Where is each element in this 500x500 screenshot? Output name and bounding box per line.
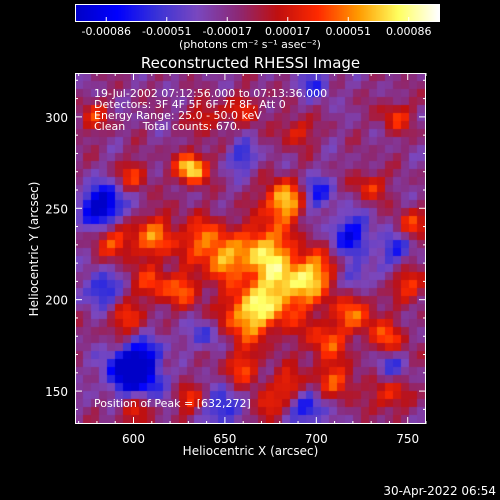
colorbar-unit-label: (photons cm⁻² s⁻¹ asec⁻²)	[179, 38, 321, 51]
colorbar-axis: -0.00086 -0.00051 -0.00017 0.00017 0.00051 0.…	[82, 17, 432, 38]
clean-counts-text: Clean Total counts: 670.	[94, 120, 241, 133]
y-tick-label: 300	[45, 111, 68, 125]
x-axis-label: Heliocentric X (arcsec)	[182, 444, 319, 458]
rhessi-image	[76, 74, 425, 423]
plot-frame	[75, 73, 426, 424]
plot-title: Reconstructed RHESSI Image	[140, 54, 361, 72]
time-range-text: 19-Jul-2002 07:12:56.000 to 07:13:36.000	[94, 87, 328, 100]
colorbar-tick-label: -0.00086	[82, 25, 131, 38]
colorbar-tick-label: 0.00051	[326, 25, 372, 38]
y-tick-label: 250	[45, 202, 68, 216]
y-axis-label: Heliocentric Y (arcsec)	[27, 181, 41, 317]
colorbar-tick-label: 0.00086	[386, 25, 432, 38]
x-tick-label: 700	[305, 432, 328, 446]
y-tick-label: 200	[45, 294, 68, 308]
detectors-text: Detectors: 3F 4F 5F 6F 7F 8F, Att 0	[94, 98, 286, 111]
x-tick-label: 750	[396, 432, 419, 446]
y-tick-label: 150	[45, 385, 68, 399]
colorbar-tick-label: -0.00017	[203, 25, 252, 38]
x-tick-label: 600	[122, 432, 145, 446]
colorbar-tick-label: -0.00051	[142, 25, 191, 38]
colorbar-tick-label: 0.00017	[265, 25, 311, 38]
timestamp: 30-Apr-2022 06:54	[383, 484, 496, 498]
x-tick-label: 650	[213, 432, 236, 446]
peak-position-text: Position of Peak = [632,272]	[94, 397, 251, 410]
energy-range-text: Energy Range: 25.0 - 50.0 keV	[94, 109, 262, 122]
